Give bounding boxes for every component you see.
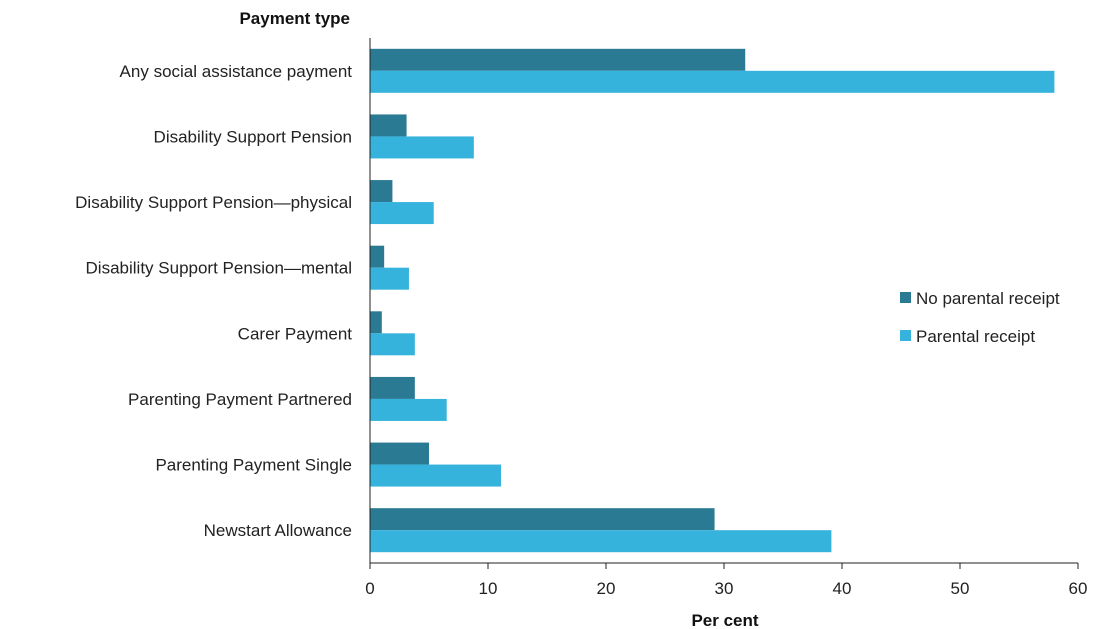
x-tick-label-6: 60 xyxy=(1069,579,1088,598)
x-tick-labels: 0 10 20 30 40 50 60 xyxy=(365,579,1087,598)
bar-parental-receipt-1 xyxy=(370,136,474,159)
bar-parental-receipt-6 xyxy=(370,464,501,487)
bar-no-parental-receipt-7 xyxy=(370,508,715,531)
category-label-5: Parenting Payment Partnered xyxy=(128,390,352,409)
x-tick-label-2: 20 xyxy=(597,579,616,598)
legend: No parental receipt Parental receipt xyxy=(900,289,1060,346)
legend-swatch-1 xyxy=(900,330,911,341)
legend-label-0: No parental receipt xyxy=(916,289,1060,308)
axes-layer xyxy=(369,38,1079,569)
category-label-2: Disability Support Pension—physical xyxy=(75,193,352,212)
legend-swatch-0 xyxy=(900,292,911,303)
category-labels: Any social assistance payment Disability … xyxy=(75,62,352,540)
x-tick-label-0: 0 xyxy=(365,579,374,598)
bar-parental-receipt-4 xyxy=(370,333,415,356)
bar-parental-receipt-3 xyxy=(370,267,409,290)
category-label-0: Any social assistance payment xyxy=(120,62,353,81)
category-label-1: Disability Support Pension xyxy=(154,127,352,146)
bar-parental-receipt-5 xyxy=(370,398,447,421)
x-axis-title: Per cent xyxy=(691,611,758,629)
bar-no-parental-receipt-6 xyxy=(370,442,429,465)
bar-parental-receipt-7 xyxy=(370,530,832,553)
bar-no-parental-receipt-5 xyxy=(370,376,415,399)
x-tick-label-4: 40 xyxy=(833,579,852,598)
bar-no-parental-receipt-1 xyxy=(370,114,407,137)
x-tick-label-1: 10 xyxy=(479,579,498,598)
bar-no-parental-receipt-0 xyxy=(370,48,746,71)
bar-parental-receipt-2 xyxy=(370,202,434,225)
bar-no-parental-receipt-2 xyxy=(370,180,393,203)
x-tick-label-5: 50 xyxy=(951,579,970,598)
bar-no-parental-receipt-4 xyxy=(370,311,382,334)
category-label-7: Newstart Allowance xyxy=(204,521,352,540)
y-axis-title: Payment type xyxy=(239,9,350,28)
legend-label-1: Parental receipt xyxy=(916,327,1035,346)
category-label-4: Carer Payment xyxy=(238,324,353,343)
x-tick-label-3: 30 xyxy=(715,579,734,598)
bars-layer xyxy=(370,48,1055,553)
bar-parental-receipt-0 xyxy=(370,70,1055,93)
bar-no-parental-receipt-3 xyxy=(370,245,385,268)
category-label-6: Parenting Payment Single xyxy=(155,456,352,475)
category-label-3: Disability Support Pension—mental xyxy=(86,259,352,278)
